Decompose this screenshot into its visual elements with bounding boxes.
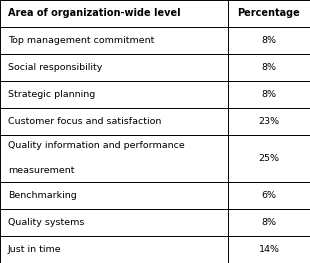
Bar: [0, 236, 228, 263]
Text: Top management commitment: Top management commitment: [8, 36, 154, 45]
Text: 8%: 8%: [261, 90, 277, 99]
Bar: [0, 135, 228, 182]
Text: 8%: 8%: [261, 36, 277, 45]
Bar: [0, 81, 228, 108]
Text: Quality information and performance

measurement: Quality information and performance meas…: [8, 141, 184, 175]
Text: Percentage: Percentage: [237, 8, 300, 18]
Text: Just in time: Just in time: [8, 245, 61, 254]
Bar: [228, 108, 310, 135]
Bar: [0, 0, 228, 27]
Text: Customer focus and satisfaction: Customer focus and satisfaction: [8, 117, 161, 126]
Bar: [0, 54, 228, 81]
Bar: [228, 182, 310, 209]
Bar: [228, 236, 310, 263]
Bar: [228, 27, 310, 54]
Text: 8%: 8%: [261, 63, 277, 72]
Bar: [0, 108, 228, 135]
Bar: [228, 81, 310, 108]
Text: Quality systems: Quality systems: [8, 218, 84, 227]
Text: 14%: 14%: [259, 245, 279, 254]
Bar: [0, 209, 228, 236]
Text: Strategic planning: Strategic planning: [8, 90, 95, 99]
Text: Social responsibility: Social responsibility: [8, 63, 102, 72]
Bar: [228, 54, 310, 81]
Bar: [0, 182, 228, 209]
Bar: [0, 27, 228, 54]
Bar: [228, 209, 310, 236]
Text: Area of organization-wide level: Area of organization-wide level: [8, 8, 180, 18]
Bar: [228, 0, 310, 27]
Text: Benchmarking: Benchmarking: [8, 191, 77, 200]
Text: 23%: 23%: [258, 117, 280, 126]
Text: 25%: 25%: [259, 154, 279, 163]
Bar: [228, 135, 310, 182]
Text: 8%: 8%: [261, 218, 277, 227]
Text: 6%: 6%: [261, 191, 277, 200]
